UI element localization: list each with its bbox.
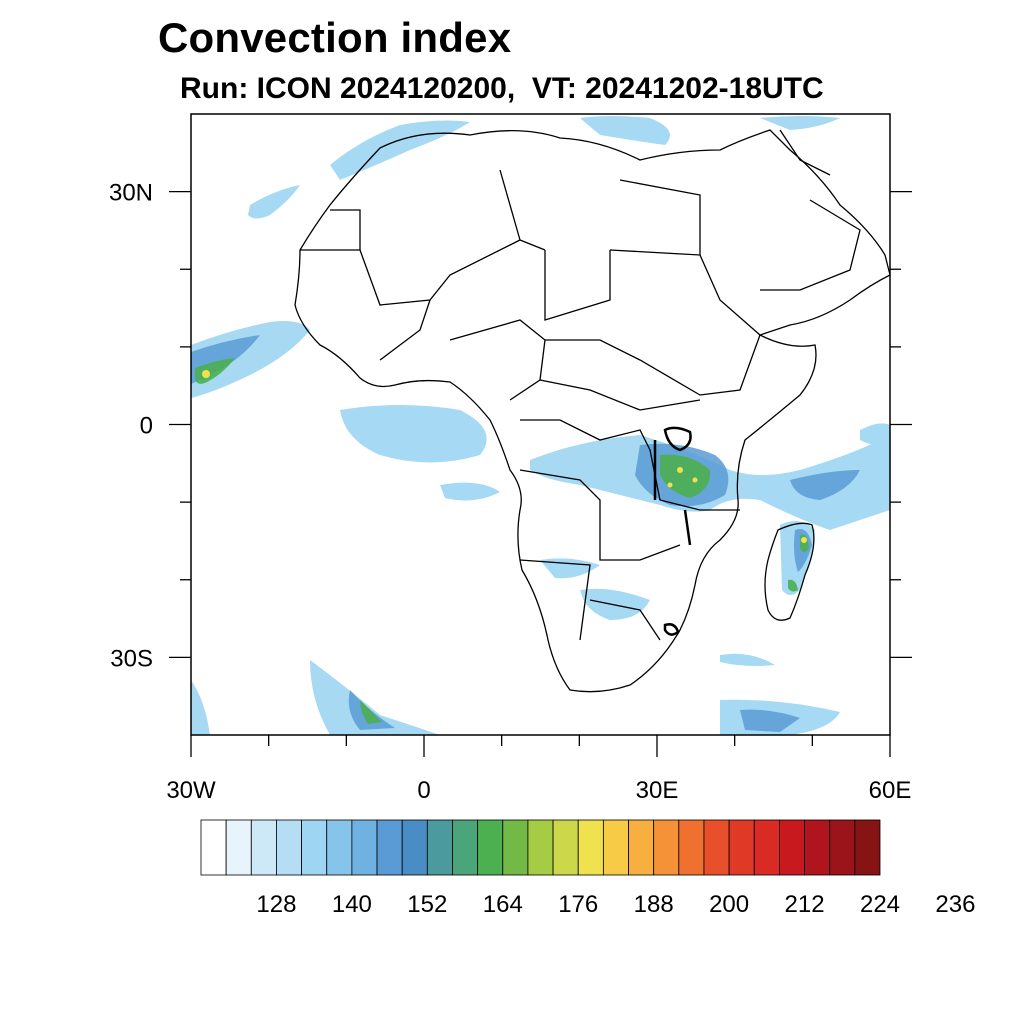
colorbar-swatch [552, 819, 579, 876]
lakes [653, 426, 692, 636]
colorbar-swatch [452, 819, 479, 876]
colorbar-swatch [527, 819, 554, 876]
colorbar-swatch [653, 819, 680, 876]
colorbar-label: 224 [860, 891, 900, 918]
convection-high [195, 358, 809, 724]
colorbar-swatch [225, 819, 252, 876]
colorbar-swatch [728, 819, 755, 876]
colorbar-swatch [502, 819, 529, 876]
colorbar-swatch [753, 819, 780, 876]
colorbar-swatch [200, 819, 227, 876]
colorbar-swatch [628, 819, 655, 876]
colorbar-swatch [301, 819, 328, 876]
colorbar-label: 140 [332, 891, 372, 918]
colorbar-label: 164 [483, 891, 523, 918]
coastlines [294, 129, 890, 693]
convection-peak [202, 370, 807, 543]
colorbar-swatch [678, 819, 705, 876]
convection-low [191, 116, 890, 735]
colorbar-swatch [829, 819, 856, 876]
colorbar-swatch [351, 819, 378, 876]
colorbar-swatch [779, 819, 805, 876]
colorbar-swatch [276, 819, 302, 876]
colorbar-swatch [426, 819, 453, 876]
colorbar-label: 200 [709, 891, 749, 918]
colorbar-swatch [577, 819, 604, 876]
lat-tick-label: 30N [109, 180, 153, 207]
lon-tick-label: 0 [417, 777, 430, 804]
colorbar-label: 212 [785, 891, 825, 918]
colorbar-swatch [376, 819, 403, 876]
map-axes: 30W 0 30E 60E 30N 0 30S [109, 180, 912, 804]
colorbar-label: 128 [256, 891, 296, 918]
lat-tick-label: 30S [110, 645, 153, 672]
lon-tick-label: 60E [869, 777, 912, 804]
map-frame [190, 113, 891, 736]
colorbar-swatch [401, 819, 428, 876]
colorbar-label: 152 [407, 891, 447, 918]
colorbar-swatch [854, 819, 881, 876]
lon-tick-label: 30W [166, 777, 216, 804]
lon-tick-label: 30E [636, 777, 679, 804]
colorbar-swatch [477, 819, 504, 876]
colorbar-swatch [602, 819, 629, 876]
colorbar-label: 188 [634, 891, 674, 918]
colorbar-swatch [804, 819, 831, 876]
convection-field [191, 116, 890, 735]
colorbar-label: 176 [558, 891, 598, 918]
convection-mid [191, 335, 860, 732]
map-subtitle: Run: ICON 2024120200, VT: 20241202-18UTC [180, 72, 824, 105]
colorbar-swatch [250, 819, 277, 876]
colorbar-swatch [326, 819, 353, 876]
lat-tick-label: 0 [140, 413, 153, 440]
colorbar-label: 236 [935, 891, 975, 918]
map-title: Convection index [158, 14, 512, 61]
colorbar-swatch [703, 819, 730, 876]
colorbar: 128 140 152 164 176 188 200 212 224 236 [200, 819, 975, 918]
